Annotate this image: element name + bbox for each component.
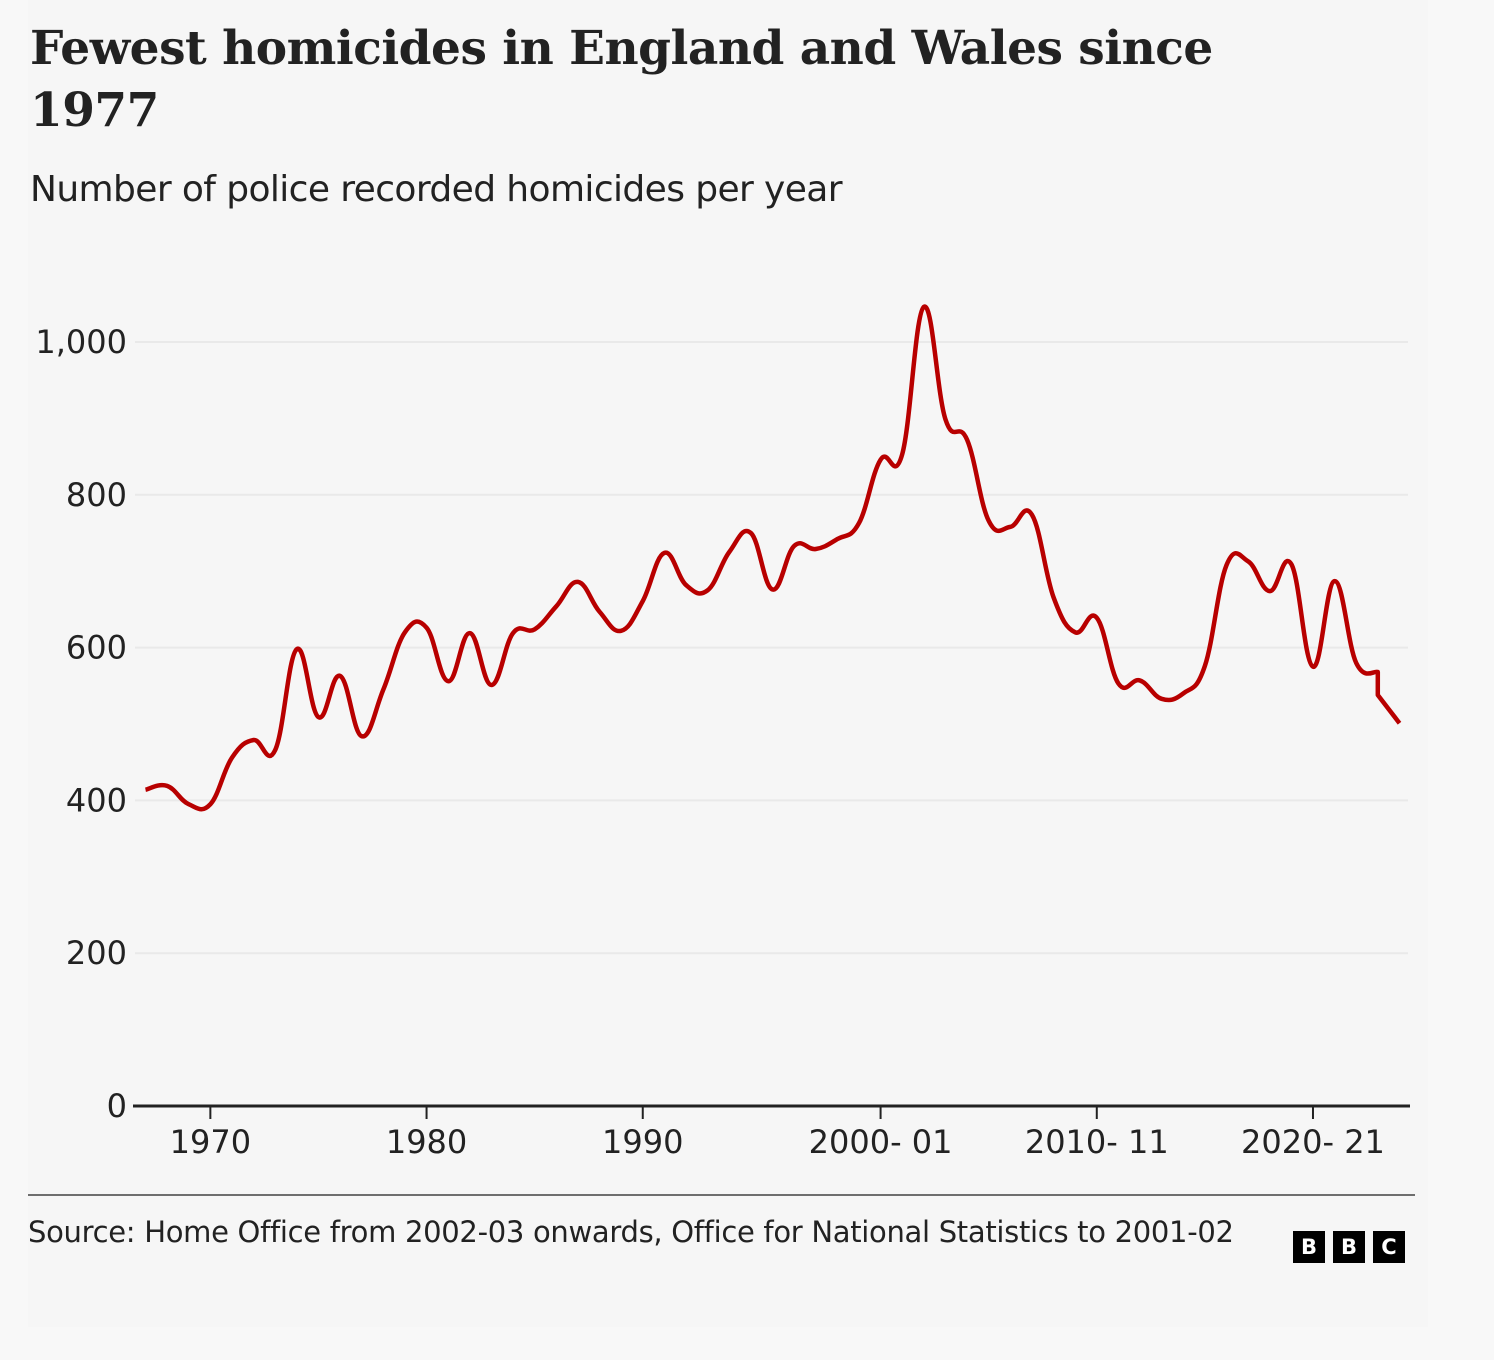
data-point: [749, 531, 753, 535]
data-point: [533, 627, 537, 631]
data-point: [1160, 697, 1164, 701]
data-point: [1376, 693, 1380, 697]
data-point: [1246, 559, 1250, 563]
data-point: [857, 521, 861, 525]
data-point: [814, 547, 818, 551]
data-point: [619, 629, 623, 633]
chart-title: Fewest homicides in England and Wales si…: [30, 21, 1213, 138]
data-point: [1116, 682, 1120, 686]
data-point: [208, 802, 212, 806]
data-point: [576, 580, 580, 584]
x-tick-label: 1970: [170, 1123, 251, 1161]
data-point: [511, 631, 515, 635]
data-point: [144, 788, 148, 792]
data-point: [252, 738, 256, 742]
data-point: [554, 604, 558, 608]
data-point: [1225, 563, 1229, 567]
data-point: [1354, 661, 1358, 665]
data-point: [403, 630, 407, 634]
data-point: [727, 550, 731, 554]
data-point: [489, 683, 493, 687]
x-tick-label: 1990: [602, 1123, 683, 1161]
data-point: [965, 438, 969, 442]
data-point: [381, 688, 385, 692]
y-tick-label: 1,000: [35, 323, 127, 361]
data-point: [468, 631, 472, 635]
data-point: [1052, 595, 1056, 599]
data-point: [1333, 579, 1337, 583]
x-axis: 1970 1980 1990 2000- 01 2010- 11 2020- 21: [133, 1104, 1410, 1161]
data-point: [295, 647, 299, 651]
data-point: [187, 802, 191, 806]
data-point: [338, 674, 342, 678]
line-chart: 0 200 400 600 800 1,000 1970 1980 1990 2000- 01 2…: [35, 304, 1410, 1161]
data-point: [835, 537, 839, 541]
data-point: [641, 599, 645, 603]
data-point: [879, 458, 883, 462]
data-point: [1030, 513, 1034, 517]
data-point: [446, 679, 450, 683]
series-layer: [144, 304, 1402, 812]
data-point: [1203, 664, 1207, 668]
data-point: [987, 519, 991, 523]
data-point: [1073, 630, 1077, 634]
y-tick-label: 0: [107, 1087, 127, 1125]
data-point: [922, 305, 926, 309]
data-point: [273, 748, 277, 752]
data-point: [792, 544, 796, 548]
chart-subtitle: Number of police recorded homicides per …: [30, 169, 843, 210]
y-tick-label: 400: [66, 781, 127, 819]
data-point: [943, 417, 947, 421]
data-point: [316, 715, 320, 719]
data-point: [1095, 616, 1099, 620]
data-point: [1311, 665, 1315, 669]
data-point: [165, 784, 169, 788]
data-point: [1181, 691, 1185, 695]
data-point: [1376, 670, 1380, 674]
data-point: [1289, 562, 1293, 566]
data-point: [662, 551, 666, 555]
x-tick-label: 1980: [386, 1123, 467, 1161]
gridlines: [135, 341, 1408, 955]
source-note: Source: Home Office from 2002-03 onwards…: [28, 1215, 1234, 1249]
bbc-logo: B B C: [1293, 1231, 1405, 1263]
bbc-logo-letter: B: [1333, 1231, 1365, 1263]
y-tick-label: 200: [66, 934, 127, 972]
series-line-homicides: [144, 304, 1402, 812]
y-tick-label: 600: [66, 629, 127, 667]
x-tick-label: 2000- 01: [809, 1123, 953, 1161]
x-tick-label: 2020- 21: [1241, 1123, 1385, 1161]
data-point: [900, 452, 904, 456]
data-point: [1397, 721, 1401, 725]
data-point: [770, 588, 774, 592]
data-point: [598, 610, 602, 614]
data-point: [706, 588, 710, 592]
bbc-logo-letter: B: [1293, 1231, 1325, 1263]
data-point: [684, 583, 688, 587]
bbc-logo-letter: C: [1373, 1231, 1405, 1263]
y-tick-label: 800: [66, 476, 127, 514]
x-tick-label: 2010- 11: [1025, 1123, 1169, 1161]
data-point: [360, 734, 364, 738]
y-axis: 0 200 400 600 800 1,000: [35, 323, 127, 1125]
data-point: [1008, 525, 1012, 529]
data-point: [1268, 589, 1272, 593]
data-point: [425, 626, 429, 630]
footer-divider: [28, 1194, 1415, 1196]
data-point: [1138, 678, 1142, 682]
data-point: [230, 756, 234, 760]
